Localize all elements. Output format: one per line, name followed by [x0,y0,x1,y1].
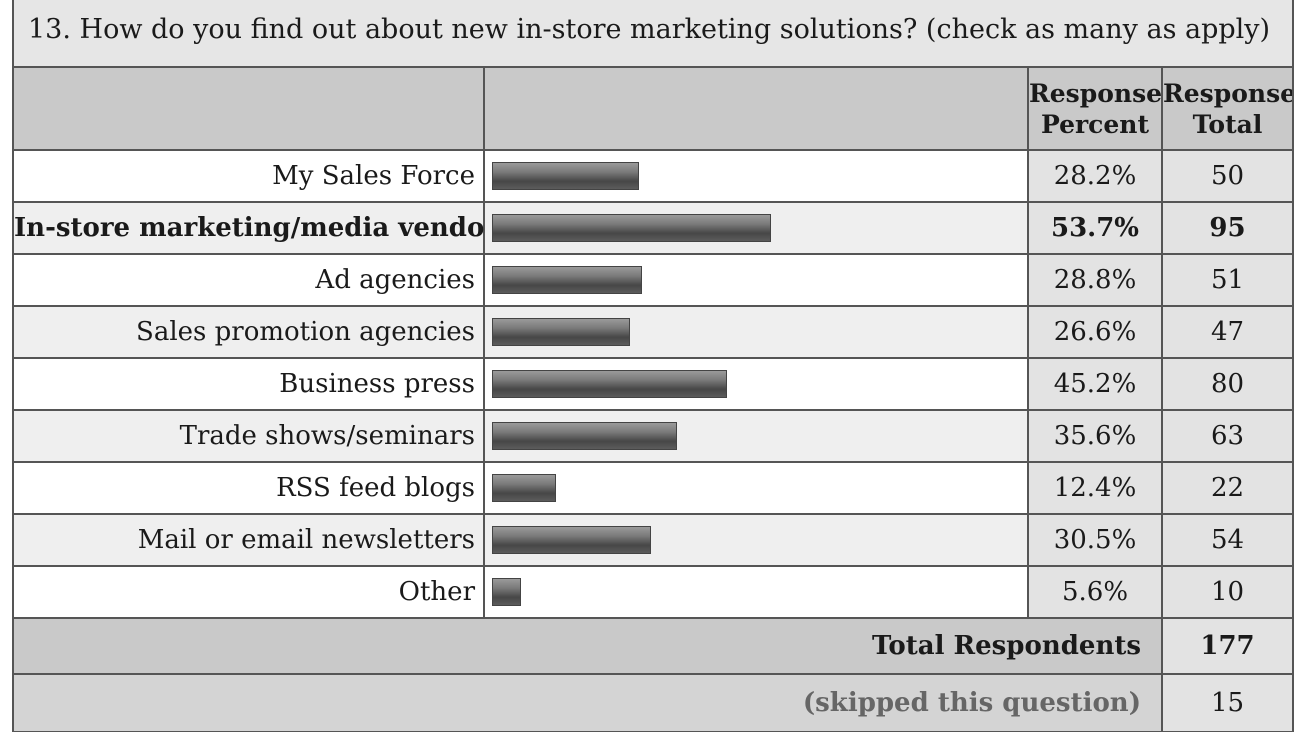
bar-cell [483,461,1029,515]
survey-results-panel: 13. How do you find out about new in-sto… [12,0,1294,732]
response-percent: 45.2% [1027,357,1163,411]
percent-header-line2: Percent [1040,109,1150,139]
percent-header-line1: Response [1029,78,1163,108]
response-percent: 5.6% [1027,565,1163,619]
total-respondents-row: Total Respondents 177 [14,618,1292,675]
bar [492,474,556,502]
response-percent: 26.6% [1027,305,1163,359]
bar [492,422,677,450]
bar [492,214,771,242]
table-row: Other 5.6% 10 [14,565,1292,619]
category-label: My Sales Force [14,149,485,203]
bar [492,370,727,398]
table-row: In-store marketing/media vendors 53.7% 95 [14,201,1292,255]
bar-cell [483,305,1029,359]
bar-cell [483,253,1029,307]
response-percent: 53.7% [1027,201,1163,255]
response-total: 50 [1161,149,1292,203]
total-respondents-value: 177 [1161,618,1292,675]
table-row: Business press 45.2% 80 [14,357,1292,411]
skipped-row: (skipped this question) 15 [14,673,1292,732]
bar [492,526,651,554]
total-respondents-label: Total Respondents [14,618,1163,675]
response-percent: 28.8% [1027,253,1163,307]
table-row: Mail or email newsletters 30.5% 54 [14,513,1292,567]
category-label: Mail or email newsletters [14,513,485,567]
table-row: Sales promotion agencies 26.6% 47 [14,305,1292,359]
bar-cell [483,201,1029,255]
question-title: 13. How do you find out about new in-sto… [14,0,1292,68]
category-label: RSS feed blogs [14,461,485,515]
header-bar-cell [483,68,1029,151]
table-row: Ad agencies 28.8% 51 [14,253,1292,307]
skipped-value: 15 [1161,673,1292,732]
category-label: In-store marketing/media vendors [14,201,513,255]
response-total: 10 [1161,565,1292,619]
response-total: 80 [1161,357,1292,411]
table-row: Trade shows/seminars 35.6% 63 [14,409,1292,463]
response-percent-header: Response Percent [1027,68,1163,151]
bar-cell [483,149,1029,203]
response-percent: 30.5% [1027,513,1163,567]
bar [492,266,642,294]
category-label: Business press [14,357,485,411]
category-label: Other [14,565,485,619]
response-total: 51 [1161,253,1292,307]
response-total: 47 [1161,305,1292,359]
response-percent: 28.2% [1027,149,1163,203]
total-header-line2: Total [1192,109,1263,139]
response-total-header: Response Total [1161,68,1294,151]
category-label: Sales promotion agencies [14,305,485,359]
response-percent: 12.4% [1027,461,1163,515]
bar [492,578,521,606]
bar-cell [483,357,1029,411]
table-row: My Sales Force 28.2% 50 [14,149,1292,203]
category-label: Trade shows/seminars [14,409,485,463]
skipped-label: (skipped this question) [14,673,1163,732]
header-row: Response Percent Response Total [14,68,1294,151]
response-total: 54 [1161,513,1292,567]
bar [492,318,630,346]
total-header-line1: Response [1163,78,1294,108]
response-total: 95 [1161,201,1292,255]
bar-cell [483,513,1029,567]
header-label-cell [14,68,485,151]
response-total: 22 [1161,461,1292,515]
bar-cell [483,409,1029,463]
table-row: RSS feed blogs 12.4% 22 [14,461,1292,515]
bar [492,162,639,190]
bar-cell [483,565,1029,619]
category-label: Ad agencies [14,253,485,307]
response-total: 63 [1161,409,1292,463]
results-table: Response Percent Response Total My Sales… [14,68,1292,732]
response-percent: 35.6% [1027,409,1163,463]
